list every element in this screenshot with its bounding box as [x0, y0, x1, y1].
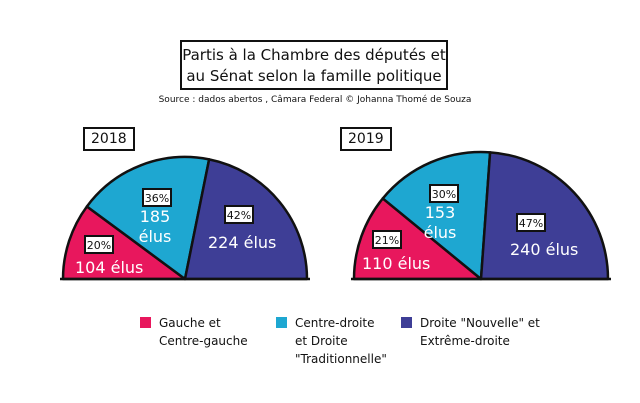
- source-note: Source : dados abertos , Câmara Federal …: [158, 95, 472, 105]
- seats-number-2018-centre: 185: [140, 207, 171, 226]
- seats-label-2019-gauche: 110 élus: [362, 254, 430, 273]
- year-label-2019: 2019: [340, 127, 392, 151]
- legend-swatch-gauche: [140, 317, 151, 328]
- year-label-2018: 2018: [83, 127, 135, 151]
- seats-label-2019-droite: 240 élus: [510, 240, 578, 259]
- percent-box-2018-droite: [224, 205, 254, 224]
- percent-label-2019-centre: 30%: [432, 188, 456, 201]
- percent-box-2018-gauche: [84, 235, 114, 254]
- percent-box-2019-centre: [429, 184, 459, 203]
- title-line-2: au Sénat selon la famille politique: [186, 67, 442, 85]
- percent-label-2018-droite: 42%: [227, 209, 251, 222]
- percent-label-2019-gauche: 21%: [375, 234, 399, 247]
- legend-label-gauche: Gauche et Centre-gauche: [159, 316, 248, 348]
- seats-unit-2019-centre: élus: [424, 223, 457, 242]
- slice-2018-centre: [85, 155, 211, 281]
- slice-2019-gauche: [352, 197, 483, 281]
- percent-box-2019-droite: [516, 213, 546, 232]
- legend-label-centre: Centre-droite et Droite "Traditionnelle": [295, 316, 387, 366]
- legend-swatch-droite: [401, 317, 412, 328]
- percent-label-2019-droite: 47%: [519, 217, 543, 230]
- percent-box-2018-centre: [142, 188, 172, 207]
- percent-label-2018-gauche: 20%: [87, 239, 111, 252]
- seats-number-2019-centre: 153: [425, 203, 456, 222]
- slice-2018-gauche: [61, 205, 187, 281]
- seats-unit-2018-centre: élus: [139, 227, 172, 246]
- percent-box-2019-gauche: [372, 230, 402, 249]
- title-line-1: Partis à la Chambre des députés et: [182, 46, 446, 64]
- legend-label-droite: Droite "Nouvelle" et Extrême-droite: [420, 316, 540, 348]
- seats-label-2018-droite: 224 élus: [208, 233, 276, 252]
- seats-label-2018-gauche: 104 élus: [75, 258, 143, 277]
- chart-title: Partis à la Chambre des députés et au Sé…: [180, 40, 448, 90]
- percent-label-2018-centre: 36%: [145, 192, 169, 205]
- slice-2019-centre: [381, 150, 492, 281]
- legend-swatch-centre: [276, 317, 287, 328]
